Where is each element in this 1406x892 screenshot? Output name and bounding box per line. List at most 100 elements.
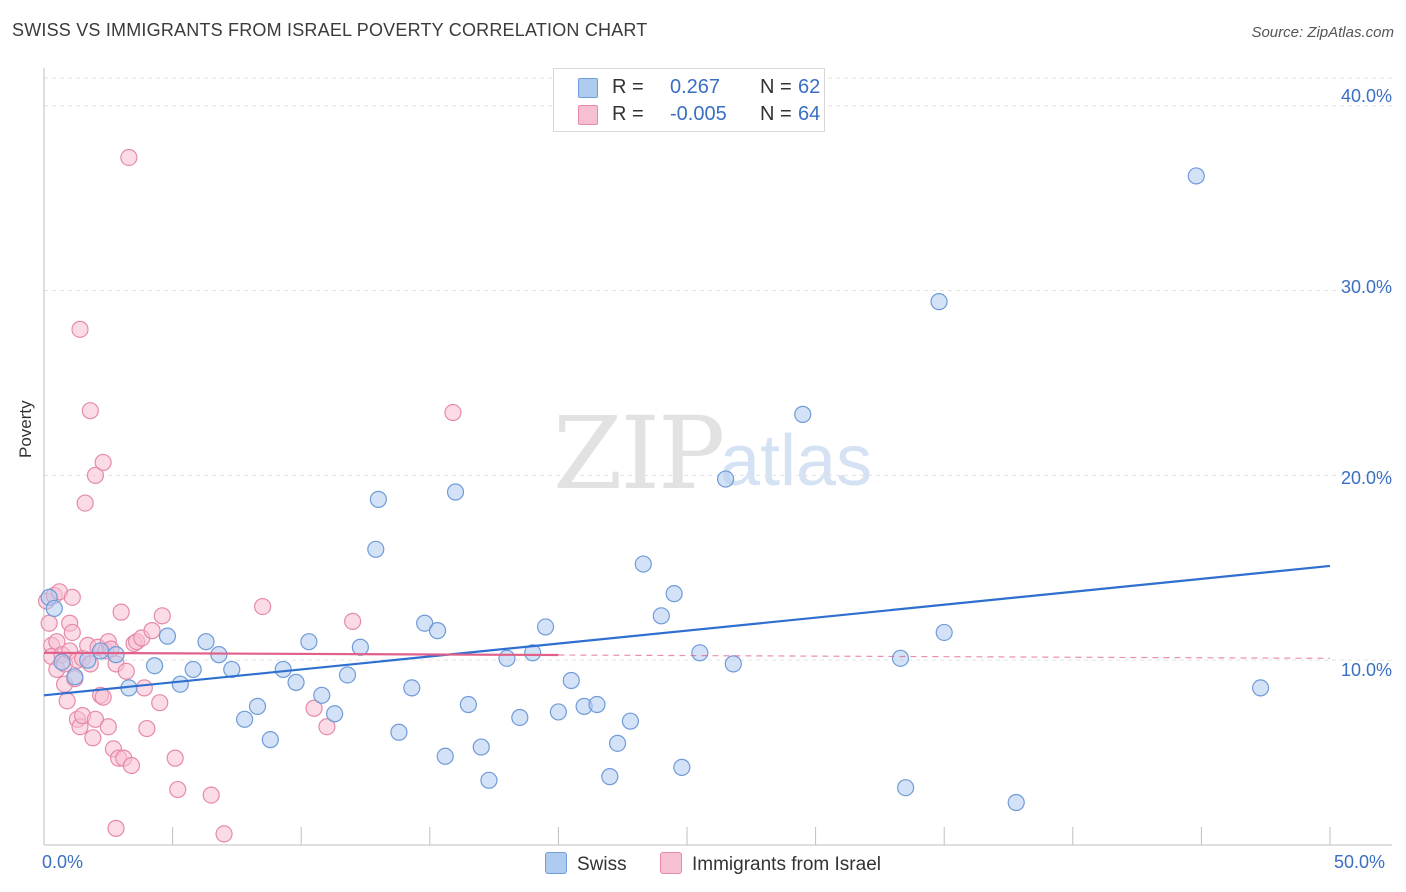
swiss-point — [184, 660, 202, 679]
swiss-point — [66, 668, 84, 686]
watermark-zip: ZIP — [553, 395, 725, 512]
bottom-legend-israel: Immigrants from Israel — [660, 852, 881, 878]
swiss-point — [145, 657, 164, 675]
legend-swatch-israel — [578, 105, 598, 125]
swiss-point — [562, 671, 580, 690]
swiss-point — [436, 747, 454, 765]
y-tick-label-40: 40.0% — [1340, 86, 1392, 106]
swiss-point — [588, 695, 606, 714]
swiss-point — [665, 585, 683, 603]
swiss-point — [601, 768, 619, 786]
swiss-point — [158, 627, 177, 645]
bottom-legend-swiss: Swiss — [545, 852, 627, 878]
israel-point — [112, 603, 130, 621]
legend-swatch-swiss — [578, 78, 598, 98]
swiss-point — [91, 642, 110, 660]
swiss-point — [197, 633, 215, 651]
swiss-point — [511, 708, 529, 727]
swiss-point — [300, 633, 318, 651]
israel-point — [202, 786, 220, 804]
swiss-point — [935, 623, 953, 642]
israel-point — [63, 588, 81, 606]
swiss-point — [634, 555, 652, 573]
swiss-point — [351, 638, 369, 656]
bottom-legend-label-swiss: Swiss — [577, 854, 627, 875]
legend-r-label: R = — [612, 76, 644, 98]
swiss-point — [367, 540, 385, 558]
israel-point — [138, 719, 156, 738]
israel-point — [63, 623, 81, 642]
swiss-point — [236, 710, 254, 728]
grid-lines — [44, 77, 1392, 661]
bottom-legend-swatch-israel — [660, 852, 682, 874]
israel-point — [254, 597, 272, 616]
israel-point — [169, 780, 187, 799]
y-tick-label-10: 10.0% — [1340, 660, 1392, 680]
israel-point — [143, 622, 161, 640]
swiss-point — [536, 618, 555, 636]
israel-point — [40, 614, 58, 632]
source-label: Source: ZipAtlas.com — [1251, 24, 1394, 41]
israel-point — [151, 694, 169, 712]
israel-point — [444, 403, 462, 422]
israel-trend-line — [43, 651, 559, 657]
israel-point — [135, 679, 153, 697]
swiss-point — [390, 723, 408, 741]
israel-point — [71, 320, 89, 338]
israel-point — [344, 612, 362, 630]
swiss-point — [1251, 679, 1270, 697]
legend-n-label: N = — [760, 76, 792, 98]
swiss-point — [446, 483, 465, 501]
swiss-point — [261, 731, 279, 749]
swiss-point — [107, 646, 125, 664]
swiss-point — [673, 758, 691, 776]
israel-point — [117, 662, 135, 680]
swiss-point — [313, 686, 331, 704]
watermark-atlas: atlas — [720, 421, 873, 501]
swiss-point — [403, 679, 421, 697]
israel-point — [318, 718, 336, 736]
swiss-point — [369, 490, 387, 508]
bottom-legend-swatch-swiss — [545, 852, 567, 874]
x-tick-label-max: 50.0% — [1334, 852, 1386, 872]
swiss-point — [652, 607, 670, 625]
swiss-point — [930, 293, 948, 311]
israel-point — [86, 466, 105, 484]
swiss-point — [53, 653, 71, 671]
israel-point — [94, 453, 112, 472]
swiss-point — [326, 705, 344, 723]
swiss-point — [459, 695, 477, 714]
israel-point — [305, 699, 323, 717]
swiss-point — [498, 649, 516, 667]
swiss-point — [1187, 167, 1205, 185]
israel-point — [166, 749, 184, 767]
swiss-point — [621, 712, 640, 730]
y-tick-label-30: 30.0% — [1340, 277, 1392, 297]
swiss-point — [1007, 793, 1025, 812]
swiss-point — [608, 734, 627, 752]
israel-point — [86, 710, 105, 728]
chart-title: SWISS VS IMMIGRANTS FROM ISRAEL POVERTY … — [12, 20, 648, 40]
swiss-point — [524, 644, 542, 662]
axes — [43, 68, 1392, 846]
israel-point — [94, 688, 112, 706]
swiss-point — [716, 470, 735, 488]
legend-r-value: 0.267 — [670, 76, 721, 98]
legend-r-value: -0.005 — [670, 103, 727, 125]
swiss-point — [287, 673, 305, 691]
legend-n-label: N = — [760, 103, 792, 125]
legend-n-value: 62 — [798, 76, 821, 98]
israel-point — [81, 402, 99, 420]
israel-point — [84, 729, 102, 747]
legend-r-label: R = — [612, 103, 644, 125]
swiss-point — [794, 405, 812, 423]
israel-point — [122, 756, 141, 775]
swiss-point — [416, 614, 434, 632]
israel-point — [153, 607, 171, 625]
swiss-point — [897, 779, 915, 797]
swiss-point — [45, 599, 63, 618]
swiss-point — [428, 622, 447, 640]
israel-point — [58, 692, 76, 710]
swiss-point — [274, 660, 292, 679]
